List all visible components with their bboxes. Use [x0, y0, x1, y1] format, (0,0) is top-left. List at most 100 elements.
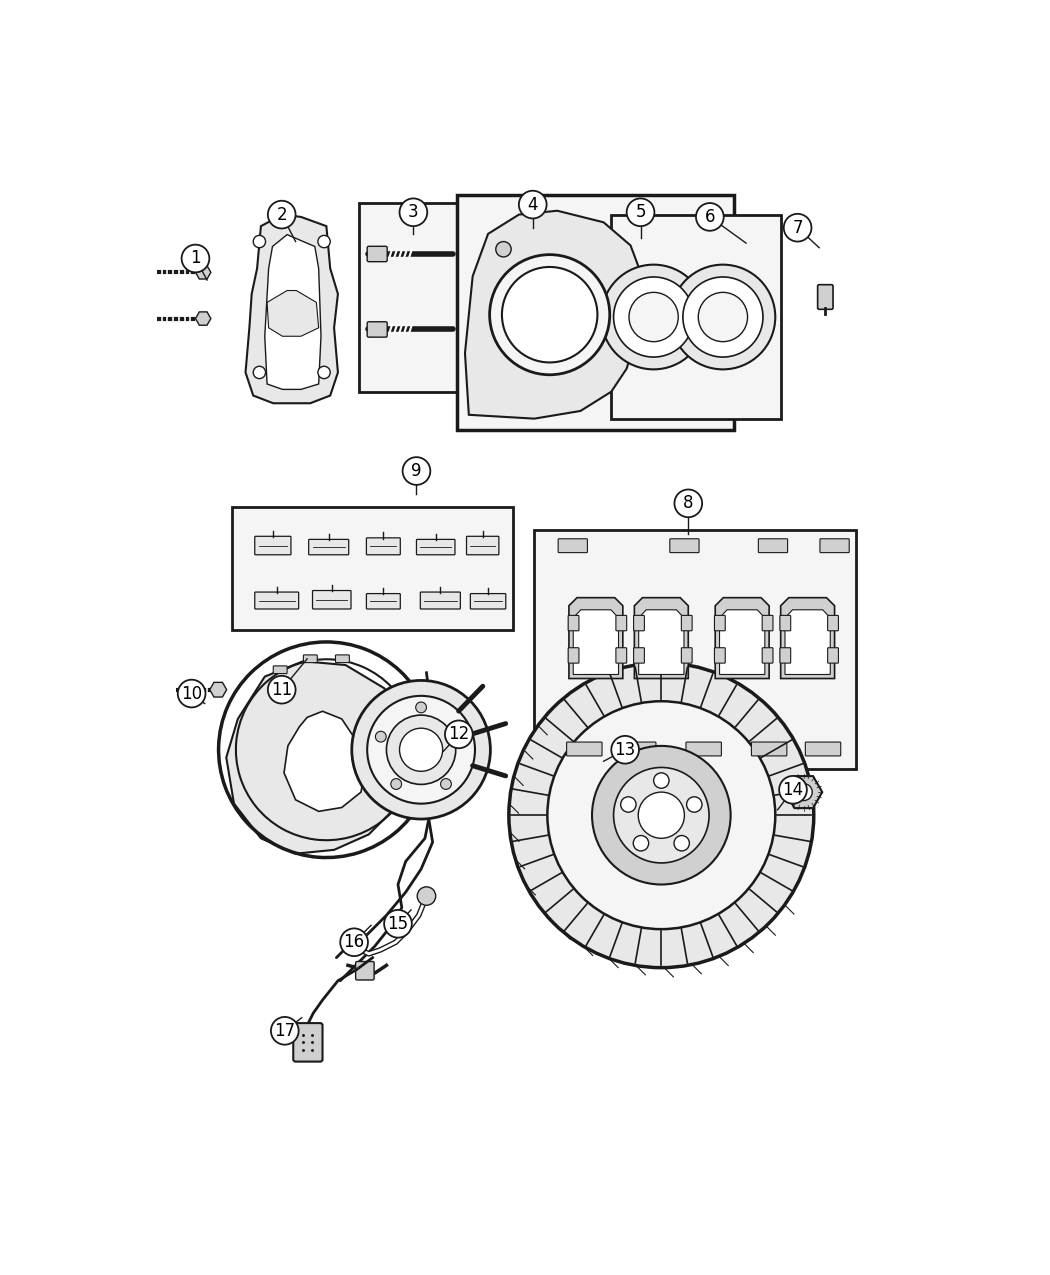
Circle shape — [613, 277, 694, 357]
FancyBboxPatch shape — [359, 203, 460, 391]
Circle shape — [445, 720, 472, 748]
FancyBboxPatch shape — [827, 616, 839, 631]
Circle shape — [402, 458, 430, 484]
FancyBboxPatch shape — [417, 539, 455, 555]
Circle shape — [509, 663, 814, 968]
FancyBboxPatch shape — [368, 246, 387, 261]
Circle shape — [399, 728, 443, 771]
Circle shape — [253, 236, 266, 247]
Polygon shape — [284, 711, 365, 811]
FancyBboxPatch shape — [458, 195, 735, 430]
Circle shape — [496, 241, 511, 258]
FancyBboxPatch shape — [534, 530, 856, 769]
FancyBboxPatch shape — [470, 594, 506, 609]
Circle shape — [519, 191, 547, 218]
FancyBboxPatch shape — [762, 616, 773, 631]
FancyBboxPatch shape — [780, 648, 791, 663]
FancyBboxPatch shape — [313, 590, 351, 609]
Circle shape — [391, 779, 401, 789]
Circle shape — [783, 214, 812, 241]
FancyBboxPatch shape — [752, 742, 786, 756]
Text: 12: 12 — [448, 725, 469, 743]
Circle shape — [795, 784, 813, 801]
FancyBboxPatch shape — [633, 648, 645, 663]
Circle shape — [633, 835, 649, 850]
FancyBboxPatch shape — [356, 961, 374, 980]
Text: 4: 4 — [527, 195, 538, 214]
Circle shape — [368, 696, 475, 803]
Circle shape — [698, 292, 748, 342]
FancyBboxPatch shape — [273, 666, 287, 673]
Circle shape — [653, 773, 669, 788]
Circle shape — [696, 203, 723, 231]
FancyBboxPatch shape — [568, 616, 579, 631]
FancyBboxPatch shape — [466, 537, 499, 555]
FancyBboxPatch shape — [616, 648, 627, 663]
Polygon shape — [638, 609, 684, 674]
FancyBboxPatch shape — [293, 1023, 322, 1062]
Circle shape — [629, 292, 678, 342]
Text: 5: 5 — [635, 203, 646, 222]
Circle shape — [674, 490, 702, 518]
Polygon shape — [267, 291, 319, 337]
FancyBboxPatch shape — [568, 648, 579, 663]
Text: 13: 13 — [614, 741, 635, 759]
FancyBboxPatch shape — [309, 539, 349, 555]
FancyBboxPatch shape — [805, 742, 841, 756]
Circle shape — [340, 928, 367, 956]
Polygon shape — [246, 214, 338, 403]
Circle shape — [182, 245, 209, 273]
Circle shape — [638, 792, 685, 838]
Circle shape — [621, 797, 636, 812]
FancyBboxPatch shape — [681, 648, 692, 663]
Circle shape — [627, 199, 654, 226]
Text: 17: 17 — [274, 1021, 295, 1040]
Polygon shape — [227, 662, 412, 854]
Text: 2: 2 — [276, 205, 287, 223]
Circle shape — [671, 265, 775, 370]
Circle shape — [602, 265, 706, 370]
FancyBboxPatch shape — [366, 538, 400, 555]
Circle shape — [674, 835, 690, 850]
Text: 8: 8 — [682, 495, 693, 513]
Polygon shape — [785, 609, 831, 674]
FancyBboxPatch shape — [633, 616, 645, 631]
Circle shape — [456, 732, 467, 742]
Circle shape — [376, 732, 386, 742]
Polygon shape — [781, 598, 835, 678]
FancyBboxPatch shape — [686, 742, 721, 756]
FancyBboxPatch shape — [559, 539, 587, 552]
Polygon shape — [634, 598, 689, 678]
Text: 9: 9 — [412, 462, 422, 479]
FancyBboxPatch shape — [670, 539, 699, 552]
FancyBboxPatch shape — [758, 539, 788, 552]
FancyBboxPatch shape — [366, 594, 400, 609]
Circle shape — [613, 768, 709, 863]
Circle shape — [318, 236, 330, 247]
Text: 7: 7 — [793, 219, 803, 237]
Circle shape — [417, 887, 436, 905]
FancyBboxPatch shape — [616, 616, 627, 631]
FancyBboxPatch shape — [762, 648, 773, 663]
Circle shape — [489, 255, 610, 375]
FancyBboxPatch shape — [827, 648, 839, 663]
Text: 10: 10 — [181, 685, 203, 703]
Text: 6: 6 — [705, 208, 715, 226]
FancyBboxPatch shape — [611, 214, 781, 418]
Circle shape — [271, 1017, 298, 1044]
Circle shape — [592, 746, 731, 885]
Text: 16: 16 — [343, 933, 364, 951]
FancyBboxPatch shape — [621, 742, 656, 756]
FancyBboxPatch shape — [255, 592, 298, 609]
Circle shape — [399, 199, 427, 226]
FancyBboxPatch shape — [255, 537, 291, 555]
Polygon shape — [719, 609, 764, 674]
FancyBboxPatch shape — [368, 321, 387, 337]
Circle shape — [318, 366, 330, 379]
Circle shape — [268, 200, 296, 228]
Polygon shape — [573, 609, 618, 674]
FancyBboxPatch shape — [420, 592, 460, 609]
FancyBboxPatch shape — [336, 655, 350, 663]
Polygon shape — [715, 598, 769, 678]
FancyBboxPatch shape — [780, 616, 791, 631]
